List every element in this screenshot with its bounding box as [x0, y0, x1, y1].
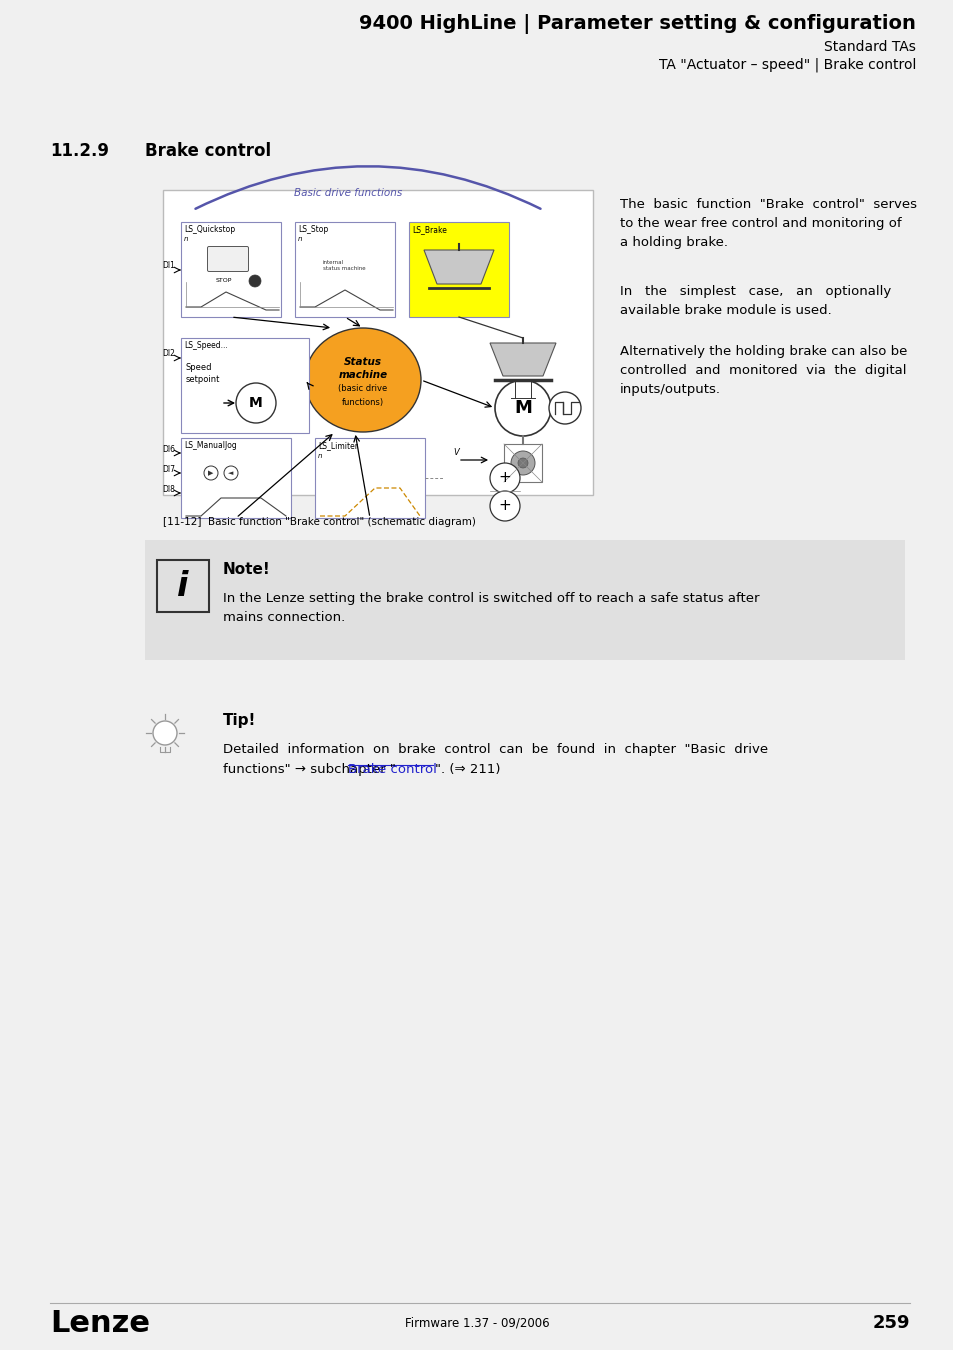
Circle shape [152, 721, 177, 745]
FancyBboxPatch shape [314, 437, 424, 518]
FancyBboxPatch shape [409, 221, 509, 317]
Text: The  basic  function  "Brake  control"  serves
to the wear free control and moni: The basic function "Brake control" serve… [619, 198, 916, 248]
FancyBboxPatch shape [145, 540, 904, 660]
Text: n: n [317, 454, 322, 459]
Text: Tip!: Tip! [223, 713, 256, 728]
Text: Alternatively the holding brake can also be
controlled  and  monitored  via  the: Alternatively the holding brake can also… [619, 346, 906, 396]
FancyBboxPatch shape [157, 560, 209, 612]
Circle shape [490, 491, 519, 521]
Text: LS_Quickstop: LS_Quickstop [184, 225, 234, 234]
Text: functions" → subchapter ": functions" → subchapter " [223, 763, 395, 776]
Text: n: n [184, 236, 189, 242]
Text: 259: 259 [872, 1314, 909, 1332]
Polygon shape [423, 250, 494, 284]
FancyBboxPatch shape [181, 437, 291, 518]
Circle shape [548, 392, 580, 424]
FancyBboxPatch shape [294, 221, 395, 317]
Text: +: + [498, 498, 511, 513]
Text: n: n [297, 236, 302, 242]
Text: Note!: Note! [223, 562, 271, 576]
Circle shape [495, 379, 551, 436]
Circle shape [517, 458, 527, 468]
Text: Detailed  information  on  brake  control  can  be  found  in  chapter  "Basic  : Detailed information on brake control ca… [223, 743, 767, 756]
Circle shape [511, 451, 535, 475]
Text: LS_Brake: LS_Brake [412, 225, 446, 234]
FancyBboxPatch shape [503, 444, 541, 482]
Text: 9400 HighLine | Parameter setting & configuration: 9400 HighLine | Parameter setting & conf… [358, 14, 915, 34]
Polygon shape [490, 343, 556, 377]
Text: (basic drive: (basic drive [338, 385, 387, 393]
FancyBboxPatch shape [208, 247, 248, 271]
Text: setpoint: setpoint [186, 375, 220, 383]
FancyBboxPatch shape [163, 190, 593, 495]
Text: LS_Stop: LS_Stop [297, 225, 328, 234]
FancyBboxPatch shape [181, 338, 309, 433]
Text: LS_Limiter: LS_Limiter [317, 441, 357, 450]
Text: V: V [453, 448, 458, 458]
Text: DI8: DI8 [162, 485, 174, 494]
Text: DI7: DI7 [162, 464, 174, 474]
Text: In the Lenze setting the brake control is switched off to reach a safe status af: In the Lenze setting the brake control i… [223, 593, 759, 624]
Text: TA "Actuator – speed" | Brake control: TA "Actuator – speed" | Brake control [658, 58, 915, 73]
Text: Speed: Speed [186, 363, 213, 373]
Ellipse shape [305, 328, 420, 432]
Text: M: M [249, 396, 263, 410]
Text: LS_ManualJog: LS_ManualJog [184, 441, 236, 450]
Text: In   the   simplest   case,   an   optionally
available brake module is used.: In the simplest case, an optionally avai… [619, 285, 890, 317]
Text: [11-12]  Basic function "Brake control" (schematic diagram): [11-12] Basic function "Brake control" (… [163, 517, 476, 526]
Circle shape [235, 383, 275, 423]
Text: Lenze: Lenze [50, 1308, 150, 1338]
Text: Standard TAs: Standard TAs [823, 40, 915, 54]
Text: ▶: ▶ [208, 470, 213, 477]
Text: Brake control: Brake control [348, 763, 436, 776]
Text: ". (⇒ 211): ". (⇒ 211) [435, 763, 500, 776]
Text: Status: Status [344, 356, 381, 367]
Circle shape [249, 275, 261, 288]
Text: Brake control: Brake control [145, 142, 271, 161]
Text: M: M [514, 400, 532, 417]
Text: ◄: ◄ [228, 470, 233, 477]
Text: +: + [498, 471, 511, 486]
Text: 11.2.9: 11.2.9 [50, 142, 109, 161]
Text: LS_Speed...: LS_Speed... [184, 342, 228, 350]
Circle shape [490, 463, 519, 493]
Text: Basic drive functions: Basic drive functions [294, 188, 402, 198]
Text: DI6: DI6 [162, 444, 174, 454]
Text: DI2: DI2 [162, 350, 174, 359]
Text: internal
status machine: internal status machine [323, 261, 365, 271]
Text: DI1: DI1 [162, 262, 174, 270]
Text: i: i [177, 570, 189, 602]
FancyBboxPatch shape [181, 221, 281, 317]
Text: machine: machine [338, 370, 387, 379]
Text: Firmware 1.37 - 09/2006: Firmware 1.37 - 09/2006 [404, 1316, 549, 1330]
Text: STOP: STOP [215, 278, 233, 283]
Text: functions): functions) [341, 397, 384, 406]
